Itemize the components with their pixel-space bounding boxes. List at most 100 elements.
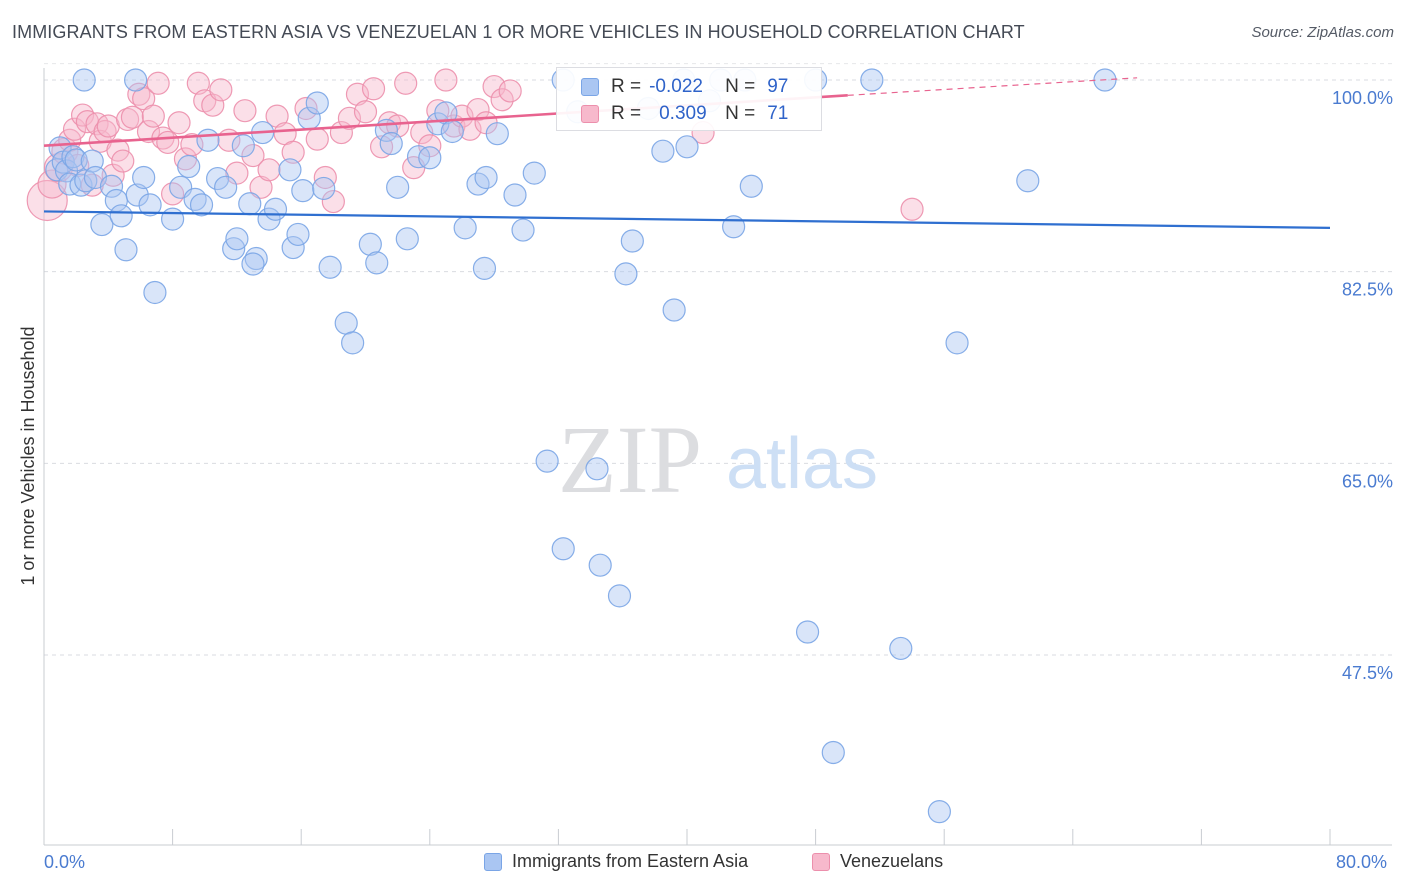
stats-legend: R = -0.022 N = 97 R = 0.309 N = 71 (556, 67, 822, 131)
legend-label: Immigrants from Eastern Asia (512, 851, 749, 871)
eastern-asia-point (453, 216, 477, 240)
eastern-asia-point (620, 229, 644, 253)
eastern-asia-point (263, 197, 288, 221)
chart-title: IMMIGRANTS FROM EASTERN ASIA VS VENEZUEL… (12, 22, 1025, 42)
eastern-asia-point (474, 165, 498, 190)
eastern-asia-point (662, 298, 686, 322)
y-axis-label: 1 or more Vehicles in Household (18, 326, 38, 585)
eastern-asia-point (61, 145, 85, 169)
eastern-asia-point (109, 204, 133, 228)
legend-item-eastern-asia[interactable]: Immigrants from Eastern Asia (484, 851, 748, 872)
venezuelan-point (167, 111, 191, 135)
venezuelan-point (146, 71, 170, 95)
eastern-asia-point (318, 255, 342, 279)
venezuelan-point (186, 71, 210, 95)
eastern-asia-point (860, 68, 884, 92)
eastern-asia-point (225, 227, 249, 251)
eastern-asia-point (440, 119, 464, 144)
legend-label: Venezuelans (840, 851, 944, 871)
eastern-asia-point (739, 174, 763, 198)
y-tick-labels: 100.0% 82.5% 65.0% 47.5% (1332, 88, 1393, 683)
eastern-asia-point (535, 449, 559, 473)
stats-row-eastern-asia: R = -0.022 N = 97 (557, 76, 788, 98)
r-label: R = (611, 103, 642, 124)
eastern-asia-point (48, 136, 72, 160)
eastern-asia-point (206, 166, 230, 191)
eastern-asia-point (312, 176, 336, 201)
venezuelan-point (294, 96, 318, 121)
stats-row-venezuelans: R = 0.309 N = 71 (557, 103, 788, 125)
venezuelan-point (106, 138, 130, 162)
eastern-asia-point (675, 135, 699, 159)
eastern-asia-point (291, 179, 315, 203)
legend-item-venezuelans[interactable]: Venezuelans (812, 851, 943, 872)
venezuelan-point (120, 105, 145, 129)
x-tick-label-max: 80.0% (1336, 852, 1388, 872)
y-tick-label-2: 65.0% (1342, 471, 1393, 491)
venezuelan-point (281, 140, 305, 164)
eastern-asia-point (72, 68, 96, 92)
eastern-asia-point (927, 800, 951, 824)
eastern-asia-point (281, 235, 305, 260)
venezuelan-point (241, 143, 265, 168)
venezuelan-point (257, 158, 281, 182)
venezuelan-point (156, 130, 180, 155)
venezuelan-point (361, 77, 386, 101)
venezuelan-point (900, 197, 924, 221)
eastern-asia-point (651, 139, 675, 163)
eastern-asia-point (177, 154, 201, 179)
legend-swatch-blue (484, 852, 502, 871)
eastern-asia-point (278, 158, 302, 182)
n-value: 71 (767, 103, 789, 124)
eastern-asia-point (607, 584, 632, 608)
venezuelan-trend-extension (847, 77, 1138, 96)
eastern-asia-point (551, 537, 575, 561)
y-tick-label-0: 100.0% (1332, 88, 1393, 108)
eastern-asia-point (511, 218, 535, 242)
n-label: N = (725, 103, 756, 124)
eastern-asia-trend-line (43, 210, 1331, 229)
watermark-zip: ZIP (558, 406, 702, 513)
eastern-asia-point (286, 222, 310, 247)
venezuelan-point (305, 127, 329, 151)
eastern-asia-point (124, 68, 148, 92)
eastern-asia-point (214, 175, 238, 199)
eastern-asia-point (386, 175, 410, 199)
eastern-asia-point (395, 227, 419, 251)
eastern-asia-point (222, 237, 246, 261)
r-value: 0.309 (659, 103, 707, 124)
venezuelan-point (201, 93, 225, 117)
eastern-asia-point (114, 238, 138, 262)
venezuelan-point (233, 99, 257, 123)
eastern-asia-point (889, 636, 913, 661)
venezuelan-point (265, 104, 289, 128)
venezuelan-point (37, 169, 67, 199)
eastern-asia-point (522, 161, 546, 185)
y-tick-label-1: 82.5% (1342, 280, 1393, 300)
eastern-asia-point (434, 101, 458, 125)
stats-swatch-blue (581, 78, 599, 96)
venezuelan-point (111, 149, 135, 173)
eastern-asia-point (69, 173, 93, 197)
venezuelan-point (466, 97, 490, 122)
venezuelan-point (136, 119, 161, 144)
watermark: ZIP atlas (558, 406, 878, 513)
eastern-asia-point (132, 165, 156, 190)
eastern-asia-point (379, 131, 403, 156)
venezuelan-point (62, 117, 87, 141)
eastern-asia-point (189, 193, 214, 217)
eastern-asia-point (945, 331, 969, 355)
eastern-asia-point (485, 122, 509, 146)
eastern-asia-point (196, 128, 220, 152)
venezuelan-point (161, 182, 185, 206)
eastern-asia-point (138, 193, 162, 217)
eastern-asia-point (143, 280, 167, 305)
venezuelan-point (434, 68, 458, 92)
eastern-asia-point (365, 251, 389, 275)
venezuelan-point (26, 179, 68, 222)
r-label: R = (611, 76, 642, 97)
venezuelan-point (394, 71, 418, 95)
watermark-atlas: atlas (726, 424, 878, 504)
eastern-asia-point (90, 212, 114, 237)
